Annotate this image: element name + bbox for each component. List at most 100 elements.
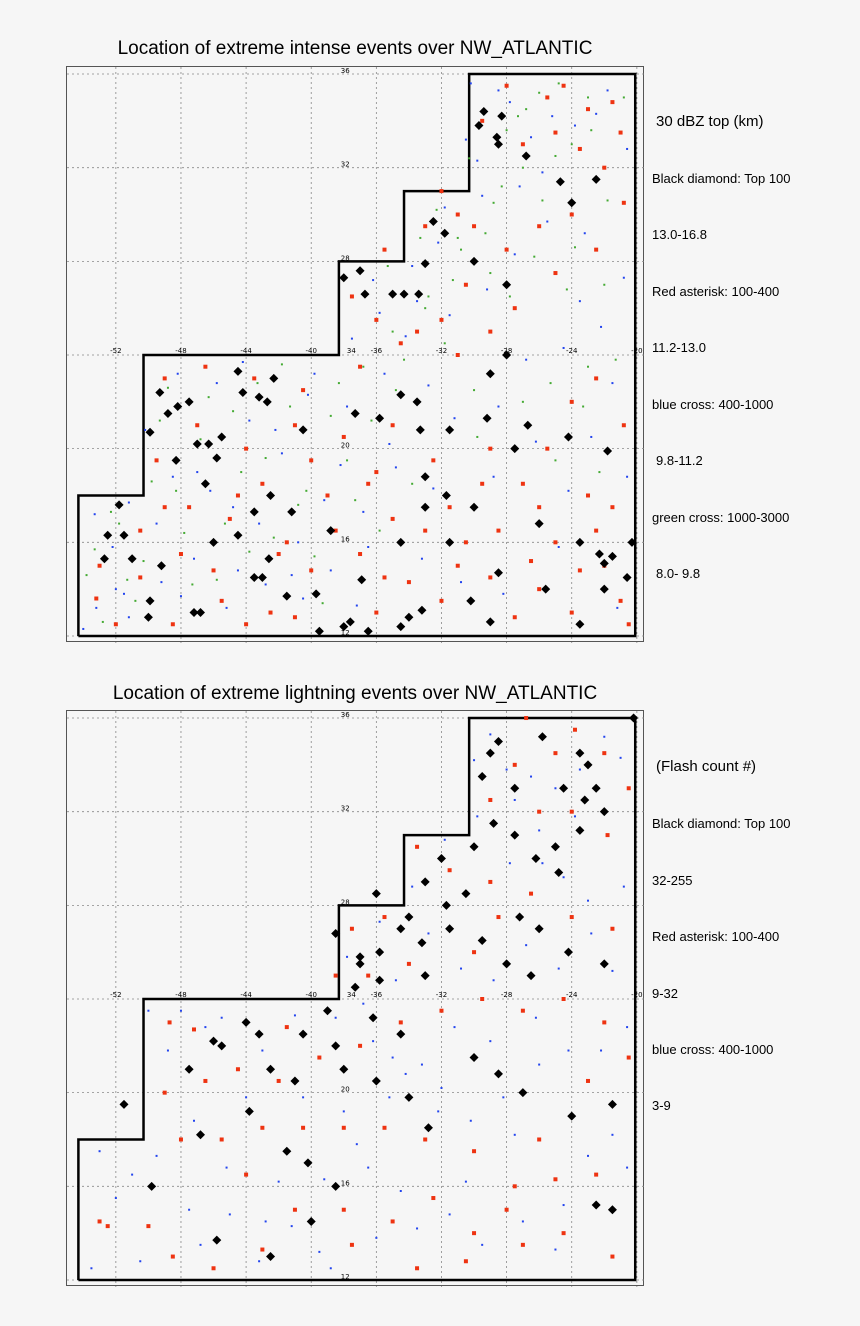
data-point-diamond xyxy=(396,537,406,547)
data-point-diamond xyxy=(420,971,430,981)
data-point-dot xyxy=(248,550,251,553)
region-outline xyxy=(77,716,637,1282)
data-point-dot xyxy=(513,798,516,801)
data-point-dot xyxy=(521,1220,524,1223)
data-point-square xyxy=(626,622,631,627)
data-point-dot xyxy=(215,382,218,385)
data-point-square xyxy=(504,83,509,88)
data-point-square xyxy=(488,797,493,802)
data-point-dot xyxy=(82,627,85,630)
data-point-square xyxy=(252,376,257,381)
data-point-square xyxy=(569,610,574,615)
data-point-square xyxy=(621,200,626,205)
data-point-square xyxy=(211,1266,216,1271)
data-point-square xyxy=(94,596,99,601)
data-point-diamond xyxy=(238,387,248,397)
data-point-diamond xyxy=(485,748,495,758)
data-point-dot xyxy=(391,330,394,333)
data-point-dot xyxy=(517,115,520,118)
data-point-diamond xyxy=(396,390,406,400)
data-point-square xyxy=(292,1207,297,1212)
data-point-square xyxy=(276,552,281,557)
data-point-dot xyxy=(386,265,389,268)
data-point-diamond xyxy=(217,1041,227,1051)
data-point-dot xyxy=(460,967,463,970)
data-point-diamond xyxy=(331,1181,341,1191)
data-point-dot xyxy=(440,1086,443,1089)
data-point-dot xyxy=(513,253,516,256)
data-point-square xyxy=(480,481,485,486)
data-point-diamond xyxy=(156,561,166,571)
data-point-dot xyxy=(126,578,129,581)
data-point-dot xyxy=(427,295,430,298)
scatter-plot-intense: -52-48-44-40-36-32-28-24-203632282016123… xyxy=(67,67,645,643)
data-point-dot xyxy=(191,583,194,586)
data-point-square xyxy=(463,540,468,545)
data-point-square xyxy=(586,493,591,498)
data-point-dot xyxy=(622,96,625,99)
data-point-dot xyxy=(346,405,349,408)
data-point-dot xyxy=(223,522,226,525)
data-point-square xyxy=(406,580,411,585)
data-point-dot xyxy=(215,578,218,581)
chart-title: Location of extreme lightning events ove… xyxy=(112,683,598,704)
data-point-square xyxy=(374,317,379,322)
data-point-dot xyxy=(411,885,414,888)
data-point-dot xyxy=(541,862,544,865)
data-point-dot xyxy=(232,410,235,413)
data-point-dot xyxy=(277,1180,280,1183)
data-point-dot xyxy=(611,969,614,972)
data-point-diamond xyxy=(607,551,617,561)
data-point-diamond xyxy=(420,259,430,269)
data-point-dot xyxy=(622,276,625,279)
data-point-square xyxy=(260,1125,265,1130)
data-point-dot xyxy=(355,1143,358,1146)
data-point-square xyxy=(545,95,550,100)
data-point-dot xyxy=(443,838,446,841)
legend-range-top100: 13.0-16.8 xyxy=(652,227,707,242)
data-point-dot xyxy=(404,335,407,338)
data-point-dot xyxy=(500,185,503,188)
data-point-square xyxy=(602,1020,607,1025)
data-point-square xyxy=(572,727,577,732)
data-point-diamond xyxy=(563,947,573,957)
data-point-diamond xyxy=(510,783,520,793)
data-point-dot xyxy=(497,89,500,92)
data-point-diamond xyxy=(469,842,479,852)
data-point-square xyxy=(276,1078,281,1083)
data-point-square xyxy=(553,130,558,135)
data-point-diamond xyxy=(555,177,565,187)
series-top-100 xyxy=(119,713,639,1262)
data-point-dot xyxy=(337,382,340,385)
data-point-diamond xyxy=(534,924,544,934)
data-point-square xyxy=(374,470,379,475)
data-point-dot xyxy=(134,599,137,602)
data-point-square xyxy=(341,434,346,439)
data-point-diamond xyxy=(423,1123,433,1133)
legend-title: 30 dBZ top (km) xyxy=(656,113,764,130)
data-point-diamond xyxy=(266,490,276,500)
data-point-square xyxy=(561,1231,566,1236)
data-point-square xyxy=(524,716,529,721)
data-point-dot xyxy=(176,372,179,375)
data-point-square xyxy=(260,481,265,486)
data-point-dot xyxy=(155,1154,158,1157)
data-point-diamond xyxy=(311,589,321,599)
data-point-dot xyxy=(508,101,511,104)
legend-range-top100: 32-255 xyxy=(652,873,693,888)
data-point-dot xyxy=(256,382,259,385)
panel-intense-events: Location of extreme intense events over … xyxy=(0,0,860,660)
data-point-diamond xyxy=(306,1216,316,1226)
data-point-dot xyxy=(567,489,570,492)
data-point-square xyxy=(398,1020,403,1025)
data-point-dot xyxy=(533,255,536,258)
data-point-dot xyxy=(318,1250,321,1253)
data-point-dot xyxy=(372,279,375,282)
data-point-square xyxy=(537,587,542,592)
data-point-dot xyxy=(93,513,96,516)
data-point-dot xyxy=(114,588,117,591)
data-point-square xyxy=(577,568,582,573)
data-point-dot xyxy=(378,529,381,532)
data-point-diamond xyxy=(404,1092,414,1102)
data-point-diamond xyxy=(591,783,601,793)
